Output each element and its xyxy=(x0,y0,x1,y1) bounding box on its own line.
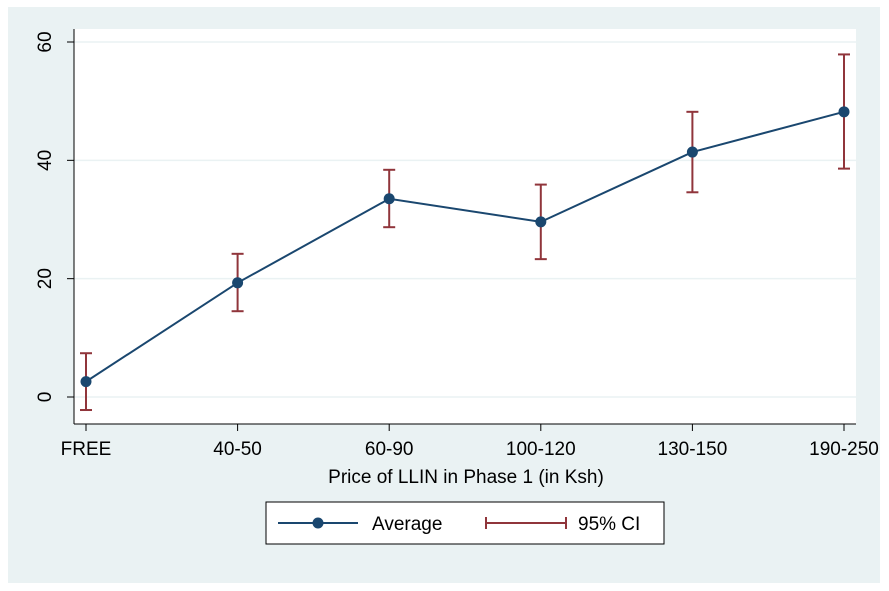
x-tick-label: 100-120 xyxy=(506,439,576,460)
data-point xyxy=(686,146,698,158)
series-line-average xyxy=(85,110,845,383)
data-point xyxy=(232,277,244,289)
y-tick-label: 20 xyxy=(35,268,56,289)
data-point xyxy=(838,106,850,118)
x-tick-label: 40-50 xyxy=(213,439,262,460)
legend-average-label: Average xyxy=(372,514,442,535)
legend: Average 95% CI xyxy=(265,501,665,545)
legend-ci-label: 95% CI xyxy=(578,514,640,535)
y-ticks: 0 20 40 60 xyxy=(35,31,74,402)
series-points xyxy=(80,106,850,388)
data-point xyxy=(535,216,547,228)
data-point xyxy=(383,193,395,205)
y-tick-label: 40 xyxy=(35,150,56,171)
gridlines xyxy=(74,41,856,398)
x-axis-title: Price of LLIN in Phase 1 (in Ksh) xyxy=(328,467,604,488)
y-tick-label: 60 xyxy=(35,31,56,52)
legend-average-marker xyxy=(312,517,324,529)
x-tick-label: 60-90 xyxy=(365,439,414,460)
x-tick-label: 130-150 xyxy=(658,439,728,460)
data-point xyxy=(80,376,92,388)
plot-area xyxy=(74,29,856,424)
x-tick-label: 190-250 xyxy=(809,439,879,460)
x-tick-label: FREE xyxy=(61,439,112,460)
x-ticks: FREE 40-50 60-90 100-120 130-150 190-250 xyxy=(61,424,879,460)
y-tick-label: 0 xyxy=(35,392,56,403)
